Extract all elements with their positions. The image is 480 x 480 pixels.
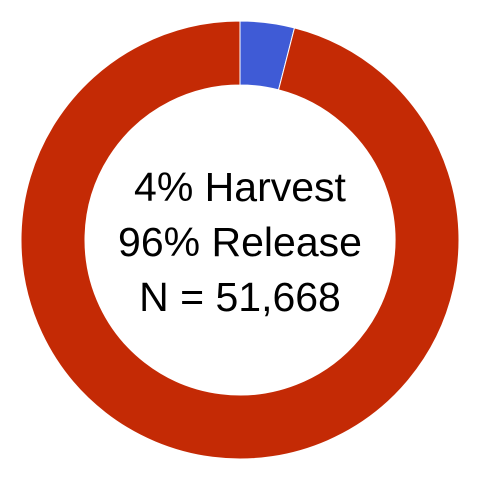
center-label: 4% Harvest 96% Release N = 51,668 [0,160,480,325]
donut-slice-release [20,20,460,460]
center-label-release: 96% Release [118,219,362,265]
center-label-harvest: 4% Harvest [134,164,346,210]
center-label-total: N = 51,668 [139,274,341,320]
